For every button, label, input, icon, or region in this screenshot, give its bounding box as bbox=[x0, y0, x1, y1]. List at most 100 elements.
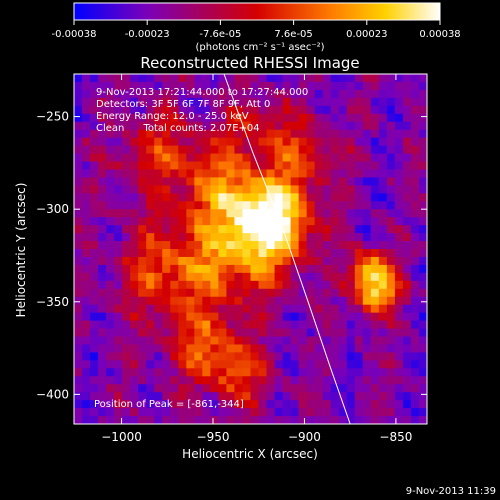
heatmap-cell bbox=[162, 177, 171, 186]
heatmap-cell bbox=[274, 336, 284, 346]
heatmap-cell bbox=[146, 344, 155, 353]
heatmap-cell bbox=[154, 296, 163, 306]
heatmap-cell bbox=[410, 161, 420, 171]
heatmap-cell bbox=[226, 89, 236, 99]
heatmap-cell bbox=[74, 328, 83, 338]
heatmap-cell bbox=[130, 201, 139, 210]
heatmap-cell bbox=[114, 336, 123, 346]
heatmap-cell bbox=[298, 336, 308, 346]
heatmap-cell bbox=[378, 376, 388, 385]
heatmap-cell bbox=[98, 105, 107, 115]
heatmap-cell bbox=[130, 217, 139, 226]
heatmap-cell bbox=[290, 288, 300, 298]
heatmap-cell bbox=[114, 185, 123, 194]
heatmap-cell bbox=[162, 256, 171, 266]
heatmap-cell bbox=[170, 121, 179, 131]
heatmap-cell bbox=[402, 264, 412, 274]
heatmap-cell bbox=[338, 185, 348, 194]
heatmap-cell bbox=[378, 272, 388, 282]
heatmap-cell bbox=[370, 249, 380, 258]
heatmap-cell bbox=[322, 233, 332, 242]
heatmap-cell bbox=[178, 74, 187, 83]
heatmap-cell bbox=[314, 74, 324, 83]
heatmap-cell bbox=[282, 201, 292, 210]
heatmap-cell bbox=[362, 304, 372, 314]
heatmap-cell bbox=[98, 376, 107, 385]
heatmap-cell bbox=[162, 288, 171, 298]
heatmap-cell bbox=[394, 360, 404, 369]
heatmap-cell bbox=[306, 344, 316, 353]
heatmap-cell bbox=[186, 233, 195, 242]
heatmap-cell bbox=[74, 296, 83, 306]
heatmap-cell bbox=[178, 304, 187, 314]
heatmap-cell bbox=[74, 121, 83, 131]
heatmap-cell bbox=[322, 416, 332, 424]
heatmap-cell bbox=[346, 89, 356, 99]
heatmap-cell bbox=[154, 328, 163, 338]
heatmap-cell bbox=[258, 169, 268, 178]
heatmap-cell bbox=[226, 105, 236, 115]
heatmap-cell bbox=[410, 137, 420, 147]
heatmap-cell bbox=[234, 233, 244, 242]
heatmap-cell bbox=[226, 344, 236, 353]
heatmap-cell bbox=[74, 185, 83, 194]
heatmap-cell bbox=[194, 296, 203, 306]
heatmap-cell bbox=[250, 352, 260, 361]
heatmap-cell bbox=[306, 193, 316, 202]
heatmap-cell bbox=[258, 352, 268, 361]
heatmap-cell bbox=[346, 97, 356, 107]
heatmap-cell bbox=[314, 272, 324, 282]
heatmap-cell bbox=[106, 185, 115, 194]
heatmap-cell bbox=[242, 185, 252, 194]
heatmap-cell bbox=[250, 217, 260, 226]
heatmap-cell bbox=[346, 288, 356, 298]
heatmap-cell bbox=[146, 89, 155, 99]
heatmap-cell bbox=[106, 241, 115, 250]
heatmap-cell bbox=[106, 320, 115, 330]
heatmap-cell bbox=[386, 249, 396, 258]
heatmap-cell bbox=[202, 328, 211, 338]
heatmap-cell bbox=[402, 153, 412, 163]
heatmap-cell bbox=[146, 161, 155, 171]
heatmap-cell bbox=[130, 312, 139, 322]
heatmap-cell bbox=[178, 328, 187, 338]
heatmap-cell bbox=[370, 169, 380, 178]
heatmap-cell bbox=[202, 304, 211, 314]
heatmap-cell bbox=[162, 129, 171, 139]
heatmap-cell bbox=[362, 161, 372, 171]
heatmap-cell bbox=[122, 408, 131, 417]
heatmap-cell bbox=[282, 376, 292, 385]
heatmap-cell bbox=[314, 304, 324, 314]
heatmap-cell bbox=[298, 296, 308, 306]
heatmap-cell bbox=[402, 336, 412, 346]
chart-title: Reconstructed RHESSI Image bbox=[140, 54, 359, 72]
heatmap-cell bbox=[106, 113, 115, 123]
heatmap-cell bbox=[106, 344, 115, 353]
heatmap-cell bbox=[114, 272, 123, 282]
heatmap-cell bbox=[306, 225, 316, 234]
heatmap-cell bbox=[330, 153, 340, 163]
heatmap-cell bbox=[194, 113, 203, 123]
heatmap-cell bbox=[218, 177, 228, 186]
heatmap-cell bbox=[122, 241, 131, 250]
heatmap-cell bbox=[138, 408, 147, 417]
heatmap-cell bbox=[210, 416, 220, 424]
heatmap-cell bbox=[394, 161, 404, 171]
heatmap-cell bbox=[106, 201, 115, 210]
heatmap-cell bbox=[170, 280, 179, 290]
heatmap-cell bbox=[274, 320, 284, 330]
heatmap-cell bbox=[74, 209, 83, 218]
heatmap-cell bbox=[106, 328, 115, 338]
heatmap-cell bbox=[162, 344, 171, 353]
heatmap-cell bbox=[394, 201, 404, 210]
heatmap-cell bbox=[394, 408, 404, 417]
heatmap-cell bbox=[258, 177, 268, 186]
heatmap-cell bbox=[106, 296, 115, 306]
heatmap-cell bbox=[346, 264, 356, 274]
heatmap-cell bbox=[122, 272, 131, 282]
heatmap-cell bbox=[282, 249, 292, 258]
heatmap-cell bbox=[90, 201, 99, 210]
heatmap-cell bbox=[114, 352, 123, 361]
heatmap-cell bbox=[226, 121, 236, 131]
heatmap-cell bbox=[362, 272, 372, 282]
